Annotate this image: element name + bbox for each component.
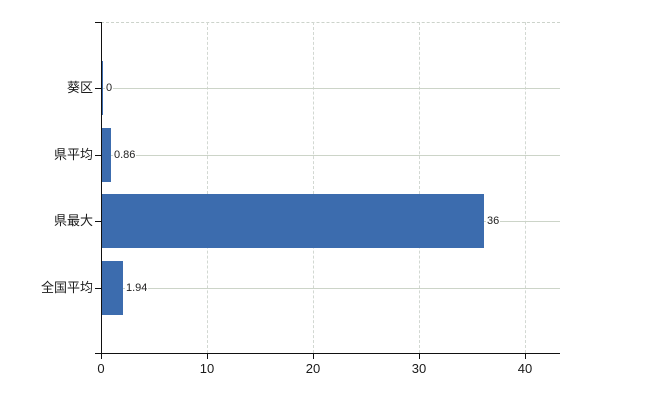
category-label: 県平均	[53, 147, 93, 162]
vertical-gridline	[207, 22, 208, 353]
bar	[102, 61, 103, 115]
horizontal-gridline	[102, 155, 560, 156]
value-label: 1.94	[125, 281, 149, 295]
y-axis-tick	[95, 88, 101, 89]
bar	[102, 261, 123, 315]
category-label: 葵区	[66, 80, 93, 95]
value-label: 0.86	[113, 148, 137, 162]
y-axis-tick	[95, 288, 101, 289]
x-axis-tick-label: 30	[411, 361, 427, 376]
x-axis-tick-label: 40	[517, 361, 533, 376]
x-axis-tick	[207, 353, 208, 359]
vertical-gridline	[419, 22, 420, 353]
x-axis-tick	[101, 353, 102, 359]
value-label: 36	[486, 214, 501, 228]
x-axis-tick-label: 0	[97, 361, 105, 376]
horizontal-gridline	[102, 88, 560, 89]
y-axis-top-tick	[95, 22, 101, 23]
vertical-gridline	[313, 22, 314, 353]
plot-area-top-border	[101, 22, 560, 23]
bar	[102, 128, 111, 182]
x-axis-tick-label: 10	[199, 361, 215, 376]
value-label: 0	[105, 81, 114, 95]
category-label: 県最大	[53, 213, 93, 228]
x-axis	[95, 353, 560, 354]
category-label: 全国平均	[40, 280, 93, 295]
horizontal-gridline	[102, 288, 560, 289]
x-axis-tick	[525, 353, 526, 359]
y-axis-tick	[95, 221, 101, 222]
x-axis-tick-label: 20	[305, 361, 321, 376]
x-axis-tick	[313, 353, 314, 359]
vertical-gridline	[525, 22, 526, 353]
y-axis-tick	[95, 155, 101, 156]
bar	[102, 194, 484, 248]
x-axis-tick	[419, 353, 420, 359]
y-axis	[101, 22, 102, 353]
